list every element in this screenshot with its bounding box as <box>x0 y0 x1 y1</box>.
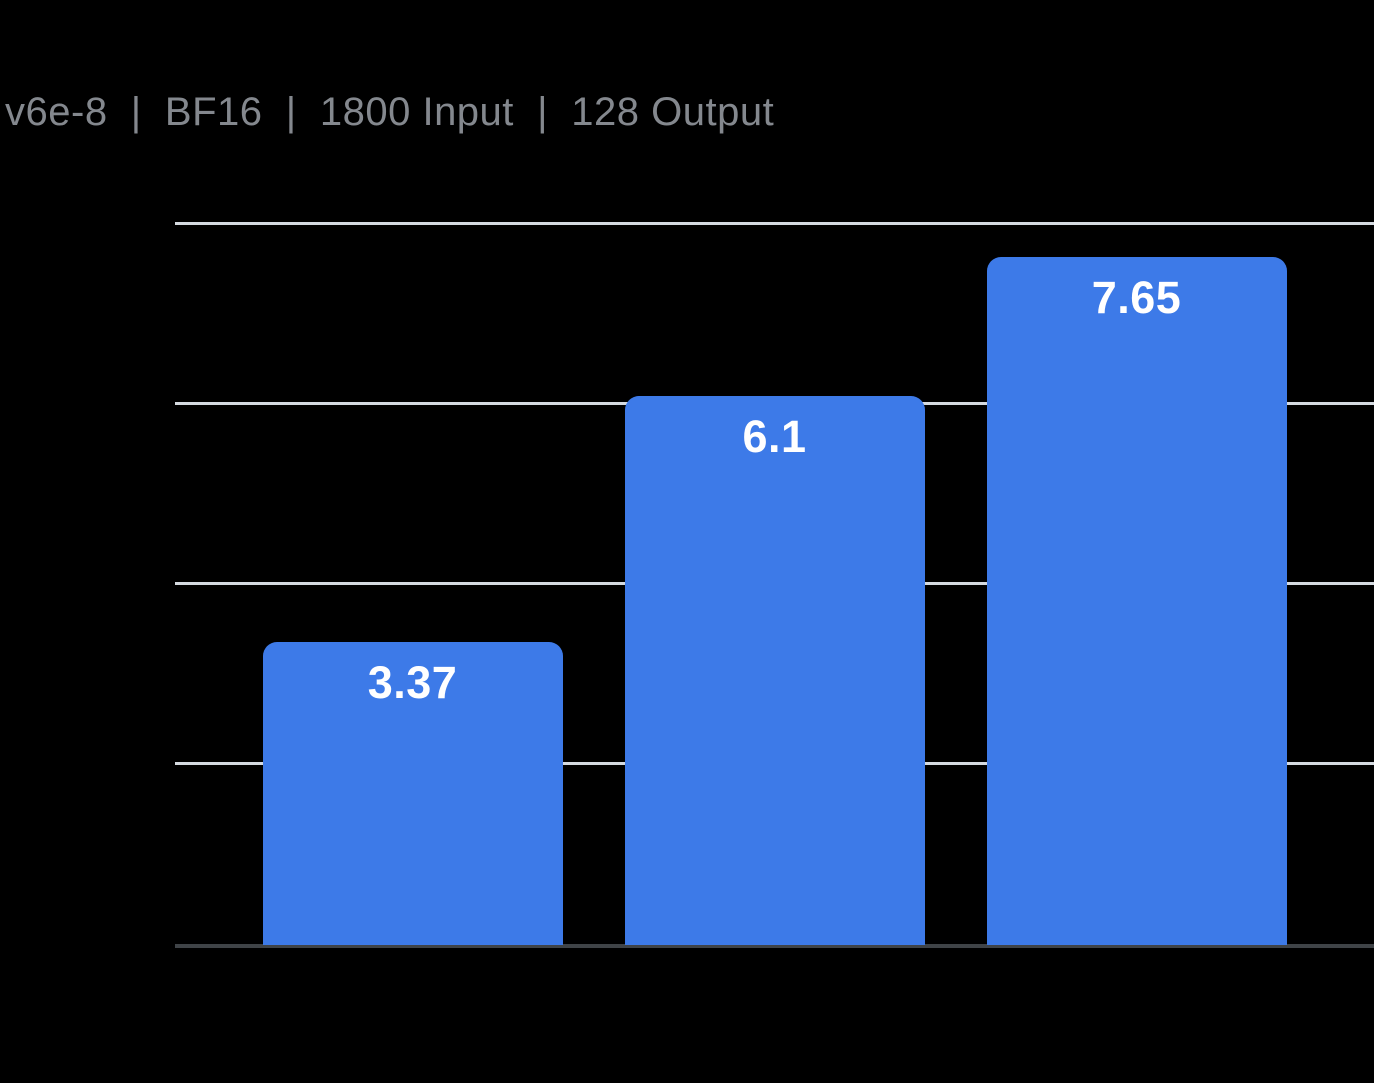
chart-title: v6e-8 | BF16 | 1800 Input | 128 Output <box>5 90 775 134</box>
bar-1: 3.37 <box>262 641 563 945</box>
plot-area: 3.37 6.1 7.65 <box>175 222 1374 948</box>
bar-2: 6.1 <box>624 396 925 945</box>
bar-value-label: 6.1 <box>742 411 807 462</box>
bar-value-label: 7.65 <box>1091 271 1182 323</box>
bars-layer: 3.37 6.1 7.65 <box>175 225 1374 945</box>
gridline-y8 <box>175 222 1374 225</box>
bar-3: 7.65 <box>986 256 1287 945</box>
bar-value-label: 3.37 <box>367 656 458 708</box>
x-axis-line <box>175 944 1374 948</box>
